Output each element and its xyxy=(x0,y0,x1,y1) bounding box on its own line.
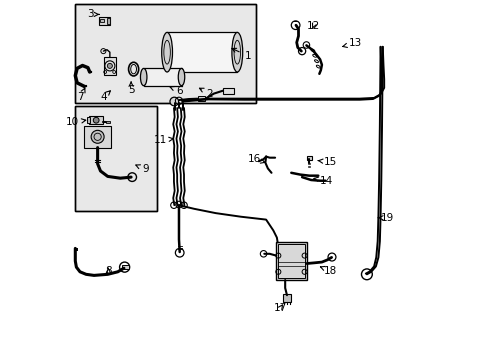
Circle shape xyxy=(170,97,178,106)
Ellipse shape xyxy=(162,32,172,72)
Bar xyxy=(276,242,306,280)
Text: 7: 7 xyxy=(77,88,85,102)
Bar xyxy=(143,68,181,86)
Bar xyxy=(75,106,157,211)
Text: 14: 14 xyxy=(313,176,333,186)
Ellipse shape xyxy=(231,32,242,72)
Text: 3: 3 xyxy=(86,9,99,19)
Bar xyxy=(84,126,111,148)
Text: 16: 16 xyxy=(247,154,264,164)
Bar xyxy=(306,156,311,160)
Bar xyxy=(107,18,110,24)
Bar xyxy=(282,294,291,302)
Ellipse shape xyxy=(178,68,184,86)
Bar xyxy=(99,17,110,25)
Bar xyxy=(167,32,237,72)
Bar xyxy=(106,121,110,123)
Bar xyxy=(197,96,204,101)
Bar xyxy=(75,106,157,211)
Text: 13: 13 xyxy=(342,38,362,48)
Bar xyxy=(75,4,256,103)
Circle shape xyxy=(91,130,104,143)
Bar xyxy=(75,4,256,103)
Circle shape xyxy=(107,63,112,68)
Bar xyxy=(89,116,103,124)
Bar xyxy=(223,88,233,94)
Text: 5: 5 xyxy=(127,82,134,95)
Text: 17: 17 xyxy=(273,303,286,313)
Text: 1: 1 xyxy=(231,48,251,61)
Text: 19: 19 xyxy=(378,213,394,223)
Text: 12: 12 xyxy=(306,21,320,31)
Bar xyxy=(278,244,304,278)
Text: 6: 6 xyxy=(170,86,183,96)
Text: 15: 15 xyxy=(317,157,336,167)
Text: 9: 9 xyxy=(136,164,148,174)
Bar xyxy=(87,117,90,123)
Circle shape xyxy=(93,117,99,123)
Bar xyxy=(104,57,115,75)
Ellipse shape xyxy=(140,68,146,86)
Text: 18: 18 xyxy=(320,266,336,276)
Text: 11: 11 xyxy=(154,135,173,145)
Text: 4: 4 xyxy=(100,91,110,102)
Text: 10: 10 xyxy=(66,117,85,127)
Bar xyxy=(122,265,128,269)
Text: 8: 8 xyxy=(105,266,111,276)
Bar xyxy=(100,19,104,22)
Text: 2: 2 xyxy=(199,88,213,99)
